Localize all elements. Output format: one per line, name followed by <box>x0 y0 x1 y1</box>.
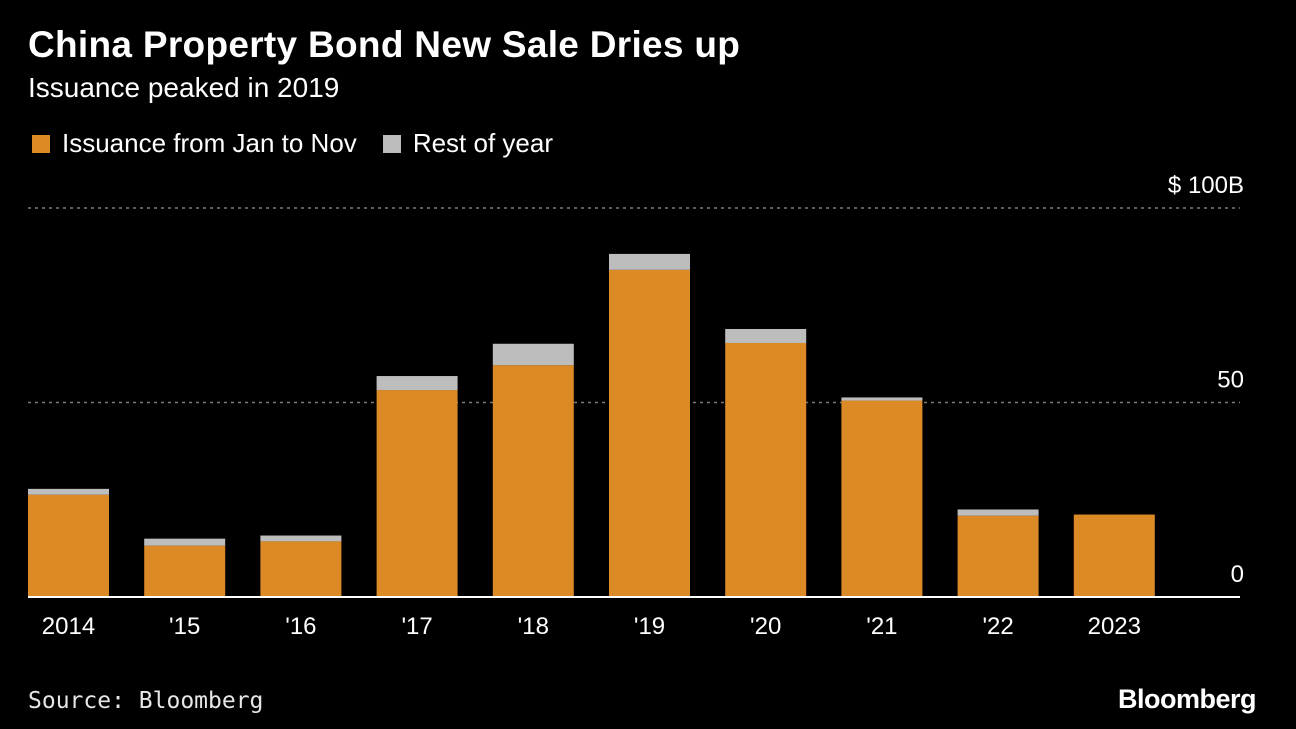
x-tick-label-3: '17 <box>401 613 432 640</box>
chart-title: China Property Bond New Sale Dries up <box>28 24 741 65</box>
bar-rest-of-year-1 <box>144 538 226 546</box>
bar-jan-nov-9 <box>1073 514 1155 597</box>
y-tick-label-50: 50 <box>1217 367 1244 394</box>
legend-item-jan-nov: Issuance from Jan to Nov <box>32 128 357 159</box>
bar-jan-nov-3 <box>376 390 458 597</box>
bar-rest-of-year-6 <box>725 328 807 343</box>
bar-jan-nov-2 <box>260 541 342 597</box>
x-tick-label-2: '16 <box>285 613 316 640</box>
bar-rest-of-year-0 <box>28 488 109 495</box>
bar-rest-of-year-5 <box>609 253 690 270</box>
chart-legend: Issuance from Jan to Nov Rest of year <box>32 128 579 159</box>
legend-swatch-jan-nov <box>32 134 50 153</box>
legend-label-rest-of-year: Rest of year <box>412 128 553 158</box>
x-tick-label-7: '21 <box>866 613 897 640</box>
y-tick-label-100: $ 100B <box>1168 172 1244 199</box>
legend-swatch-rest-of-year <box>382 134 401 153</box>
bar-jan-nov-1 <box>144 545 226 597</box>
bar-jan-nov-7 <box>841 400 923 597</box>
x-tick-label-9: 2023 <box>1088 613 1141 640</box>
legend-label-jan-nov: Issuance from Jan to Nov <box>62 128 357 158</box>
bar-rest-of-year-2 <box>260 535 342 542</box>
legend-item-rest-of-year: Rest of year <box>382 128 553 159</box>
chart-subtitle: Issuance peaked in 2019 <box>28 72 340 103</box>
x-tick-label-8: '22 <box>982 613 1013 640</box>
bar-rest-of-year-8 <box>957 509 1039 516</box>
x-tick-label-4: '18 <box>518 613 549 640</box>
x-tick-label-1: '15 <box>169 613 200 640</box>
x-tick-label-5: '19 <box>634 613 665 640</box>
bar-rest-of-year-7 <box>841 397 923 401</box>
bar-jan-nov-4 <box>492 365 574 597</box>
x-tick-label-6: '20 <box>750 613 781 640</box>
bar-jan-nov-6 <box>725 342 807 597</box>
bar-rest-of-year-3 <box>376 376 458 391</box>
bar-rest-of-year-4 <box>492 343 574 366</box>
source-note: Source: Bloomberg <box>28 688 264 714</box>
x-tick-label-0: 2014 <box>42 613 95 640</box>
bar-jan-nov-5 <box>609 269 690 597</box>
bar-jan-nov-0 <box>28 494 109 597</box>
bar-jan-nov-8 <box>957 515 1039 597</box>
y-tick-label-0: 0 <box>1231 561 1244 588</box>
bloomberg-logo: Bloomberg <box>1117 684 1257 714</box>
